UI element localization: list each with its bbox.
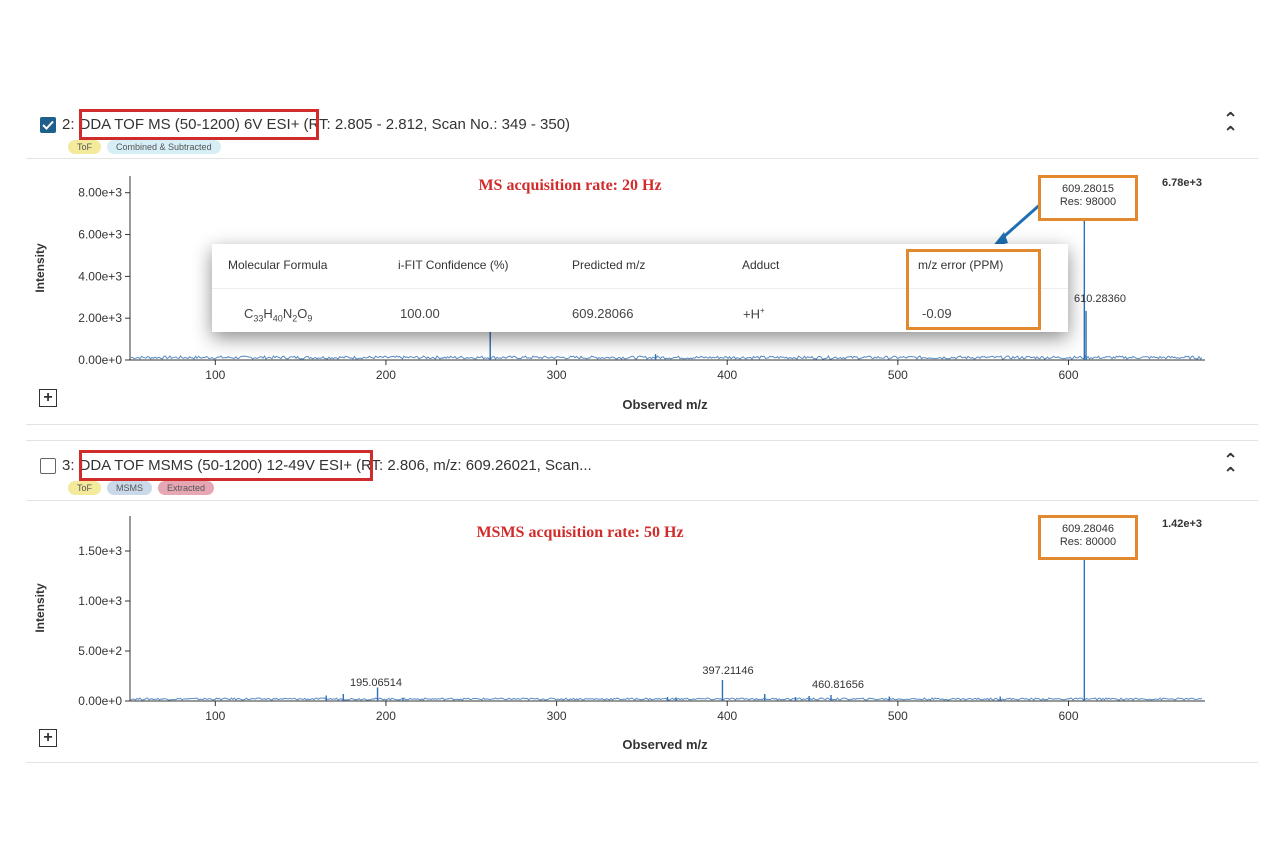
y-tick-label: 4.00e+3 <box>78 269 122 283</box>
spectrum-baseline <box>130 697 1203 701</box>
y-tick-label: 5.00e+2 <box>78 644 122 658</box>
check-icon <box>42 120 54 130</box>
chart-2-peak-label-397: 397.21146 <box>702 665 753 677</box>
popup-adduct: +H+ <box>743 306 765 322</box>
spectrum-baseline <box>130 355 1203 360</box>
chart-1-peak-mz: 609.28015 <box>1062 183 1114 195</box>
panel-1-header-divider <box>26 158 1258 159</box>
panel-1-title-function: DDA TOF MS (50-1200) 6V ESI+ <box>79 116 300 133</box>
y-tick-label: 8.00e+3 <box>78 186 122 200</box>
popup-header-formula: Molecular Formula <box>228 258 328 272</box>
popup-confidence: 100.00 <box>400 306 440 321</box>
panel-2-tags: ToF MSMS Extracted <box>68 481 215 495</box>
popup-divider <box>212 288 1068 289</box>
panel-2-index: 3: <box>62 457 75 474</box>
panel-2-checkbox[interactable] <box>40 457 56 474</box>
popup-header-error: m/z error (PPM) <box>918 258 1004 272</box>
x-tick-label: 400 <box>717 709 737 723</box>
chart-2: MSMS acquisition rate: 50 Hz 1.42e+3 0.0… <box>33 516 1205 752</box>
panel-2-collapse-icon[interactable]: ⌃ ⌃ <box>1223 450 1239 484</box>
panel-2-title-highlight <box>79 450 373 481</box>
popup-header-predicted: Predicted m/z <box>572 258 646 272</box>
panel-2-title-function: DDA TOF MSMS (50-1200) 12-49V ESI+ <box>79 457 352 474</box>
chart-2-peak-res: Res: 80000 <box>1059 536 1117 548</box>
chart-1-peak-res: Res: 98000 <box>1059 196 1117 208</box>
chart-1-peak-annotation: 609.28015 Res: 98000 <box>1041 183 1135 209</box>
chart-1-max-intensity: 6.78e+3 <box>1162 177 1202 189</box>
tag-tof: ToF <box>68 140 102 154</box>
x-tick-label: 300 <box>547 709 567 723</box>
panel-1-title-highlight <box>79 109 319 140</box>
x-tick-label: 500 <box>888 368 908 382</box>
panel-1-checkbox[interactable] <box>40 116 56 133</box>
panel-1-expand-icon[interactable]: + <box>39 389 57 407</box>
panel-2-top-divider <box>26 440 1258 441</box>
y-tick-label: 1.00e+3 <box>78 594 122 608</box>
chart-2-peak-mz: 609.28046 <box>1062 523 1114 535</box>
chart-2-peak-label-460: 460.81656 <box>812 679 864 691</box>
y-tick-label: 6.00e+3 <box>78 228 122 242</box>
panel-2-expand-icon[interactable]: + <box>39 729 57 747</box>
chart-1-arrow-line <box>999 200 1044 242</box>
chart-1: MS acquisition rate: 20 Hz 6.78e+3 0.00e… <box>33 176 1205 412</box>
y-tick-label: 2.00e+3 <box>78 311 122 325</box>
chart-2-rate-label: MSMS acquisition rate: 50 Hz <box>476 524 683 541</box>
y-tick-label: 1.50e+3 <box>78 544 122 558</box>
chart-2-peak-annotation: 609.28046 Res: 80000 <box>1041 523 1135 549</box>
x-tick-label: 600 <box>1058 368 1078 382</box>
tag-extracted: Extracted <box>158 481 215 495</box>
panel-1-collapse-icon[interactable]: ⌃ ⌃ <box>1223 109 1239 143</box>
tag-combined-subtracted: Combined & Subtracted <box>107 140 221 154</box>
panel-2-bottom-divider <box>26 762 1258 763</box>
popup-error: -0.09 <box>922 306 952 321</box>
x-tick-label: 300 <box>547 368 567 382</box>
formula-popup: Molecular Formula i-FIT Confidence (%) P… <box>212 244 1068 332</box>
panel-2-header: 3: DDA TOF MSMS (50-1200) 12-49V ESI+ (R… <box>40 457 592 474</box>
panel-1-header: 2: DDA TOF MS (50-1200) 6V ESI+ (RT: 2.8… <box>40 116 570 133</box>
chart-2-y-label: Intensity <box>33 583 47 633</box>
panel-1-bottom-divider <box>26 424 1258 425</box>
x-tick-label: 100 <box>205 368 225 382</box>
chart-1-peak-box <box>1038 175 1138 221</box>
tag-tof: ToF <box>68 481 102 495</box>
chart-2-peak-label-195: 195.06514 <box>350 677 402 689</box>
x-tick-label: 200 <box>376 709 396 723</box>
popup-header-confidence: i-FIT Confidence (%) <box>398 258 509 272</box>
chart-1-x-label: Observed m/z <box>622 397 708 412</box>
y-tick-label: 0.00e+0 <box>78 353 122 367</box>
panel-1-tags: ToF Combined & Subtracted <box>68 140 221 154</box>
x-tick-label: 200 <box>376 368 396 382</box>
panel-1-title-details: (RT: 2.805 - 2.812, Scan No.: 349 - 350) <box>303 116 571 133</box>
panel-1-index: 2: <box>62 116 75 133</box>
popup-predicted: 609.28066 <box>572 306 634 321</box>
x-tick-label: 100 <box>205 709 225 723</box>
chart-1-y-label: Intensity <box>33 243 47 293</box>
tag-msms: MSMS <box>107 481 153 495</box>
panel-2-title-details: (RT: 2.806, m/z: 609.26021, Scan... <box>356 457 592 474</box>
chart-1-rate-label: MS acquisition rate: 20 Hz <box>478 177 661 194</box>
popup-formula: C33H40N2O9 <box>244 306 313 324</box>
panel-2-header-divider <box>26 500 1258 501</box>
popup-error-highlight <box>906 249 1041 330</box>
chart-2-x-label: Observed m/z <box>622 737 708 752</box>
chart-2-peak-box <box>1038 515 1138 560</box>
chart-1-peak-label-610: 610.28360 <box>1074 293 1126 305</box>
x-tick-label: 600 <box>1058 709 1078 723</box>
chart-2-max-intensity: 1.42e+3 <box>1162 518 1202 530</box>
x-tick-label: 400 <box>717 368 737 382</box>
arrow-head-icon <box>992 232 1008 247</box>
y-tick-label: 0.00e+0 <box>78 694 122 708</box>
popup-header-adduct: Adduct <box>742 258 780 272</box>
x-tick-label: 500 <box>888 709 908 723</box>
